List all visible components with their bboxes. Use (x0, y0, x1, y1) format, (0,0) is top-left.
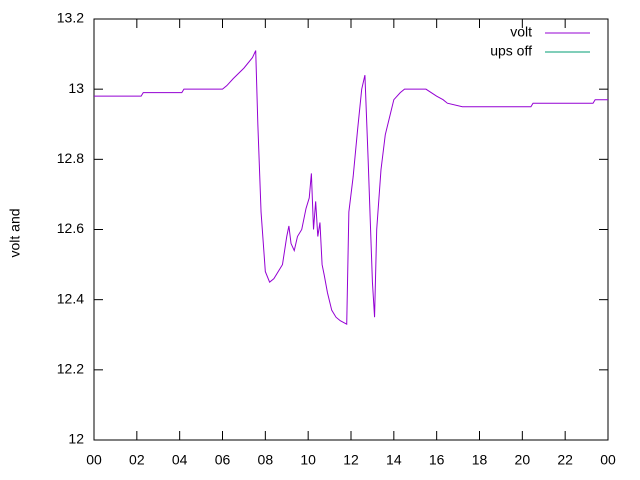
y-tick-label: 12.4 (57, 290, 84, 306)
x-tick-label: 02 (129, 452, 145, 468)
x-tick-label: 18 (472, 452, 488, 468)
x-tick-label: 00 (600, 452, 616, 468)
x-tick-label: 22 (557, 452, 573, 468)
y-axis-label: volt and (7, 208, 23, 257)
legend-label: volt (510, 24, 532, 40)
y-tick-label: 12.8 (57, 150, 84, 166)
legend-label: ups off (490, 43, 532, 59)
x-tick-label: 16 (429, 452, 445, 468)
y-tick-label: 13.2 (57, 10, 84, 26)
x-tick-label: 00 (86, 452, 102, 468)
y-tick-label: 12.6 (57, 220, 84, 236)
series-line (94, 50, 608, 326)
x-tick-label: 14 (386, 452, 402, 468)
x-tick-label: 10 (300, 452, 316, 468)
y-tick-label: 13 (68, 80, 84, 96)
x-tick-label: 20 (515, 452, 531, 468)
x-tick-label: 04 (172, 452, 188, 468)
y-tick-label: 12.2 (57, 361, 84, 377)
x-tick-label: 12 (343, 452, 359, 468)
x-tick-label: 08 (258, 452, 274, 468)
x-tick-label: 06 (215, 452, 231, 468)
y-tick-label: 12 (68, 431, 84, 447)
plot-border (93, 18, 609, 441)
